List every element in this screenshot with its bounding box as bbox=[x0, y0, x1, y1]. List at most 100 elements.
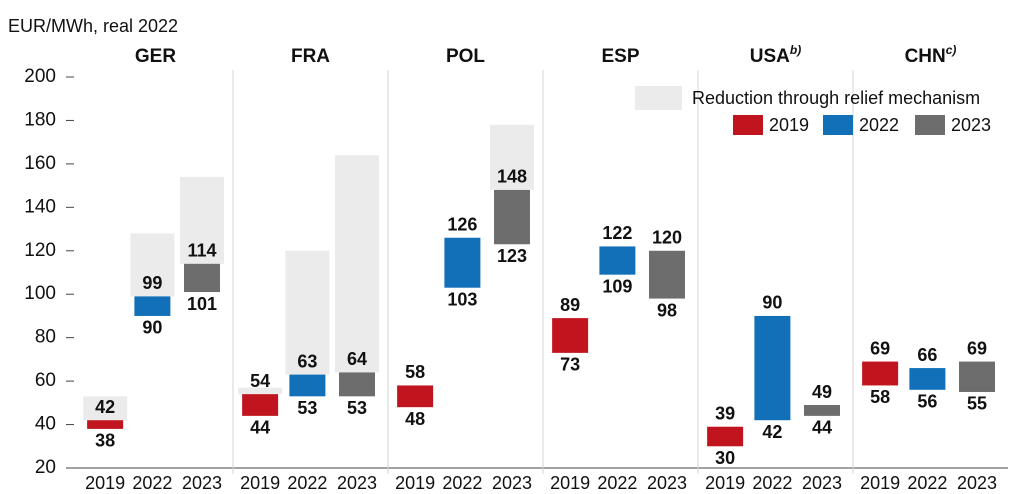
y-tick-label: 140 bbox=[24, 196, 56, 217]
value-label: 55 bbox=[967, 394, 987, 414]
group-title: FRA bbox=[291, 46, 330, 67]
value-label: 48 bbox=[405, 409, 425, 429]
bar bbox=[397, 385, 434, 408]
value-label: 109 bbox=[602, 276, 632, 296]
legend-label: 2019 bbox=[769, 115, 809, 135]
legend-swatch bbox=[823, 115, 853, 135]
relief-bar bbox=[130, 233, 175, 297]
relief-bar bbox=[83, 396, 128, 421]
group-name: CHN bbox=[905, 46, 946, 67]
value-label: 53 bbox=[297, 398, 317, 418]
bar bbox=[444, 237, 481, 288]
value-label: 42 bbox=[95, 397, 115, 417]
value-label: 49 bbox=[812, 382, 832, 402]
x-tick-label: 2019 bbox=[85, 473, 125, 493]
bar bbox=[242, 394, 279, 416]
relief-bar bbox=[285, 250, 330, 375]
bar bbox=[649, 250, 685, 299]
bar bbox=[909, 368, 946, 390]
group-title: CHNc) bbox=[905, 43, 957, 67]
relief-bar bbox=[490, 124, 534, 190]
value-label: 39 bbox=[715, 403, 735, 423]
group-name: POL bbox=[446, 46, 485, 67]
legend-swatch bbox=[733, 115, 763, 135]
value-label: 56 bbox=[917, 392, 937, 412]
value-label: 54 bbox=[250, 371, 270, 391]
bar bbox=[184, 263, 220, 293]
value-label: 103 bbox=[447, 289, 477, 309]
value-label: 42 bbox=[762, 422, 782, 442]
x-tick-label: 2023 bbox=[647, 473, 687, 493]
value-label: 99 bbox=[142, 273, 162, 293]
bar bbox=[552, 318, 589, 353]
y-tick-label: 180 bbox=[24, 109, 56, 130]
group-name: GER bbox=[135, 46, 176, 67]
x-tick-label: 2019 bbox=[240, 473, 280, 493]
x-tick-label: 2019 bbox=[860, 473, 900, 493]
value-label: 90 bbox=[762, 293, 782, 313]
bar bbox=[959, 361, 995, 392]
x-tick-label: 2022 bbox=[442, 473, 482, 493]
value-label: 30 bbox=[715, 448, 735, 468]
x-tick-label: 2022 bbox=[907, 473, 947, 493]
x-tick-label: 2022 bbox=[752, 473, 792, 493]
y-tick-label: 40 bbox=[35, 414, 56, 435]
group-title: GER bbox=[135, 46, 176, 67]
value-label: 114 bbox=[187, 241, 216, 261]
value-label: 69 bbox=[967, 338, 987, 358]
bar bbox=[494, 189, 530, 245]
value-label: 122 bbox=[602, 223, 632, 243]
value-label: 38 bbox=[95, 431, 115, 451]
value-label: 44 bbox=[250, 418, 270, 438]
x-tick-label: 2022 bbox=[132, 473, 172, 493]
value-label: 73 bbox=[560, 355, 580, 375]
value-label: 90 bbox=[142, 318, 162, 338]
value-label: 53 bbox=[347, 398, 367, 418]
value-label: 123 bbox=[497, 246, 527, 266]
relief-bar bbox=[335, 155, 379, 373]
bar bbox=[339, 372, 375, 397]
bar bbox=[707, 426, 744, 447]
x-tick-label: 2019 bbox=[705, 473, 745, 493]
y-tick-label: 100 bbox=[24, 283, 56, 304]
bar bbox=[754, 315, 791, 421]
value-label: 89 bbox=[560, 295, 580, 315]
bar bbox=[289, 374, 326, 397]
group-title: POL bbox=[446, 46, 485, 67]
x-tick-label: 2023 bbox=[957, 473, 997, 493]
legend-swatch bbox=[915, 115, 945, 135]
x-tick-label: 2023 bbox=[492, 473, 532, 493]
x-tick-label: 2022 bbox=[287, 473, 327, 493]
x-tick-label: 2023 bbox=[337, 473, 377, 493]
bar bbox=[87, 420, 124, 429]
x-tick-label: 2019 bbox=[550, 473, 590, 493]
legend-label: 2022 bbox=[859, 115, 899, 135]
x-tick-label: 2023 bbox=[182, 473, 222, 493]
legend-label: Reduction through relief mechanism bbox=[692, 88, 980, 108]
value-label: 58 bbox=[870, 387, 890, 407]
bar bbox=[862, 361, 899, 386]
y-tick-label: 120 bbox=[24, 240, 56, 261]
x-tick-label: 2019 bbox=[395, 473, 435, 493]
x-tick-label: 2023 bbox=[802, 473, 842, 493]
bar bbox=[134, 296, 171, 316]
group-note: c) bbox=[946, 43, 957, 57]
value-label: 98 bbox=[657, 300, 677, 320]
bar bbox=[599, 246, 636, 275]
value-label: 126 bbox=[447, 214, 477, 234]
y-tick-label: 20 bbox=[35, 457, 56, 478]
value-label: 64 bbox=[347, 349, 367, 369]
x-tick-label: 2022 bbox=[597, 473, 637, 493]
value-label: 148 bbox=[497, 167, 527, 187]
group-name: ESP bbox=[601, 46, 639, 67]
y-axis-label: EUR/MWh, real 2022 bbox=[8, 16, 178, 36]
value-label: 63 bbox=[297, 351, 317, 371]
group-name: FRA bbox=[291, 46, 330, 67]
value-label: 101 bbox=[187, 294, 217, 314]
bar bbox=[804, 405, 840, 416]
group-name: USA bbox=[750, 46, 790, 67]
value-label: 58 bbox=[405, 362, 425, 382]
relief-bar bbox=[180, 176, 224, 264]
relief-bar bbox=[238, 387, 283, 395]
